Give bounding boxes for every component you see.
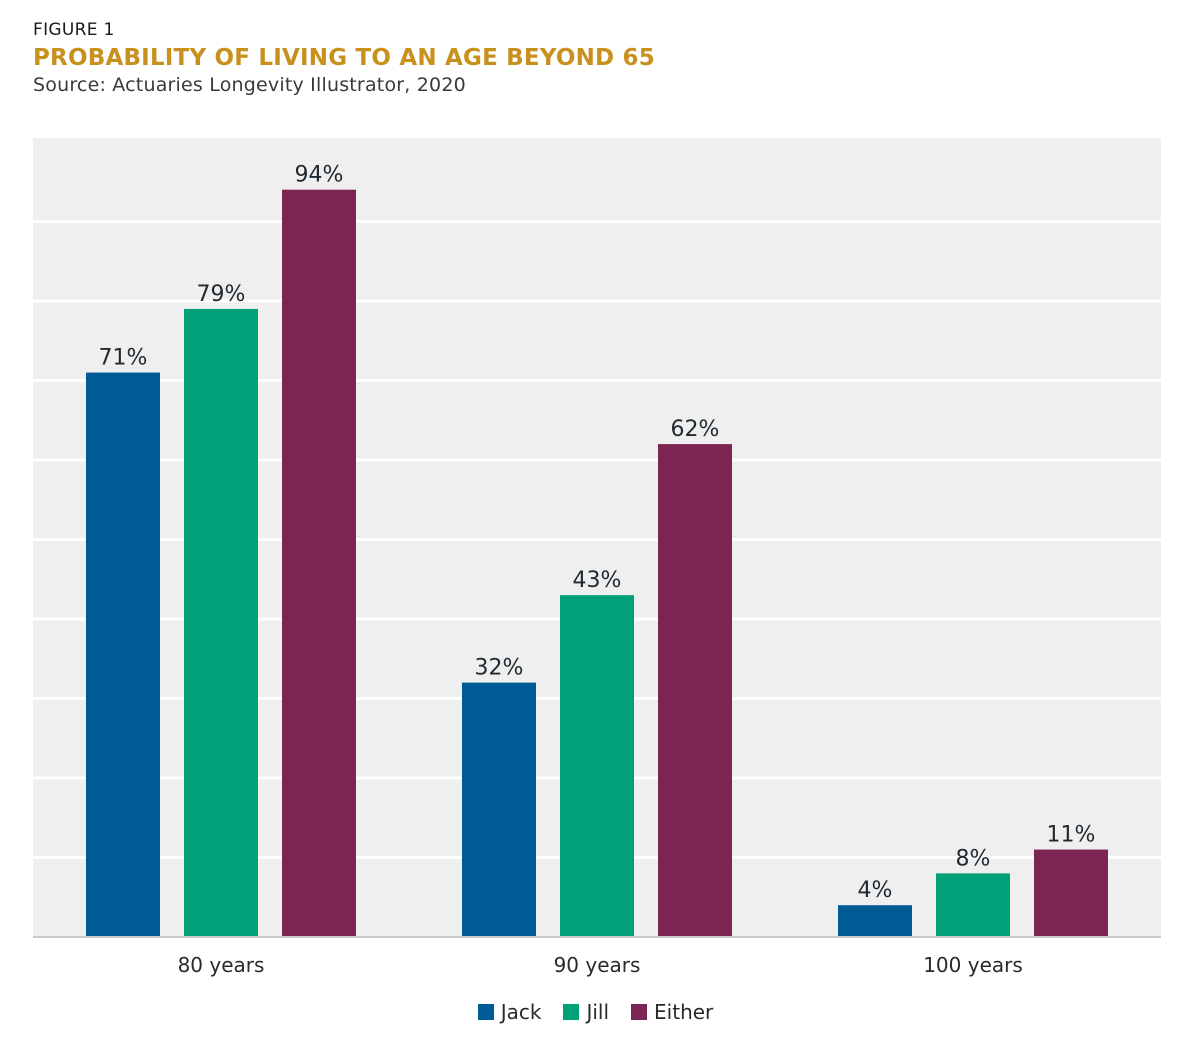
bar-jill-80-years bbox=[184, 308, 258, 937]
x-tick-label: 90 years bbox=[554, 953, 641, 977]
legend-item-either: Either bbox=[631, 1000, 713, 1024]
bar-jill-100-years bbox=[936, 873, 1010, 937]
legend-swatch-jill bbox=[563, 1004, 580, 1020]
legend-item-jack: Jack bbox=[477, 1000, 542, 1024]
data-label-jill-80-years: 79% bbox=[197, 282, 246, 307]
data-label-jill-100-years: 8% bbox=[956, 846, 991, 871]
chart-source: Source: Actuaries Longevity Illustrator,… bbox=[33, 74, 466, 96]
legend-label-either: Either bbox=[654, 1000, 714, 1024]
bar-labels: 71% 79% 94% 32% 43% 62% 4% 8% 11% bbox=[99, 163, 1096, 904]
legend-label-jack: Jack bbox=[500, 1000, 542, 1024]
bars bbox=[86, 189, 1108, 937]
figure-label: FIGURE 1 bbox=[33, 20, 115, 40]
legend: Jack Jill Either bbox=[0, 1000, 1191, 1024]
x-tick-label: 80 years bbox=[178, 953, 265, 977]
data-label-either-90-years: 62% bbox=[671, 417, 720, 442]
bar-jack-80-years bbox=[86, 372, 160, 937]
data-label-jack-100-years: 4% bbox=[858, 878, 893, 903]
bar-either-80-years bbox=[282, 189, 356, 937]
data-label-jack-80-years: 71% bbox=[99, 346, 148, 371]
data-label-jack-90-years: 32% bbox=[475, 656, 524, 681]
x-tick-labels: 80 years 90 years 100 years bbox=[178, 953, 1023, 977]
chart-title: PROBABILITY OF LIVING TO AN AGE BEYOND 6… bbox=[33, 45, 655, 71]
legend-item-jill: Jill bbox=[563, 1000, 609, 1024]
bar-jack-100-years bbox=[838, 905, 912, 937]
bar-jack-90-years bbox=[462, 682, 536, 937]
legend-swatch-either bbox=[631, 1004, 648, 1020]
x-tick-label: 100 years bbox=[923, 953, 1023, 977]
legend-label-jill: Jill bbox=[586, 1000, 610, 1024]
data-label-either-80-years: 94% bbox=[295, 163, 344, 188]
legend-swatch-jack bbox=[477, 1004, 494, 1020]
bar-either-100-years bbox=[1034, 849, 1108, 937]
bar-jill-90-years bbox=[560, 595, 634, 937]
data-label-either-100-years: 11% bbox=[1047, 823, 1096, 848]
bar-either-90-years bbox=[658, 444, 732, 937]
data-label-jill-90-years: 43% bbox=[573, 568, 622, 593]
